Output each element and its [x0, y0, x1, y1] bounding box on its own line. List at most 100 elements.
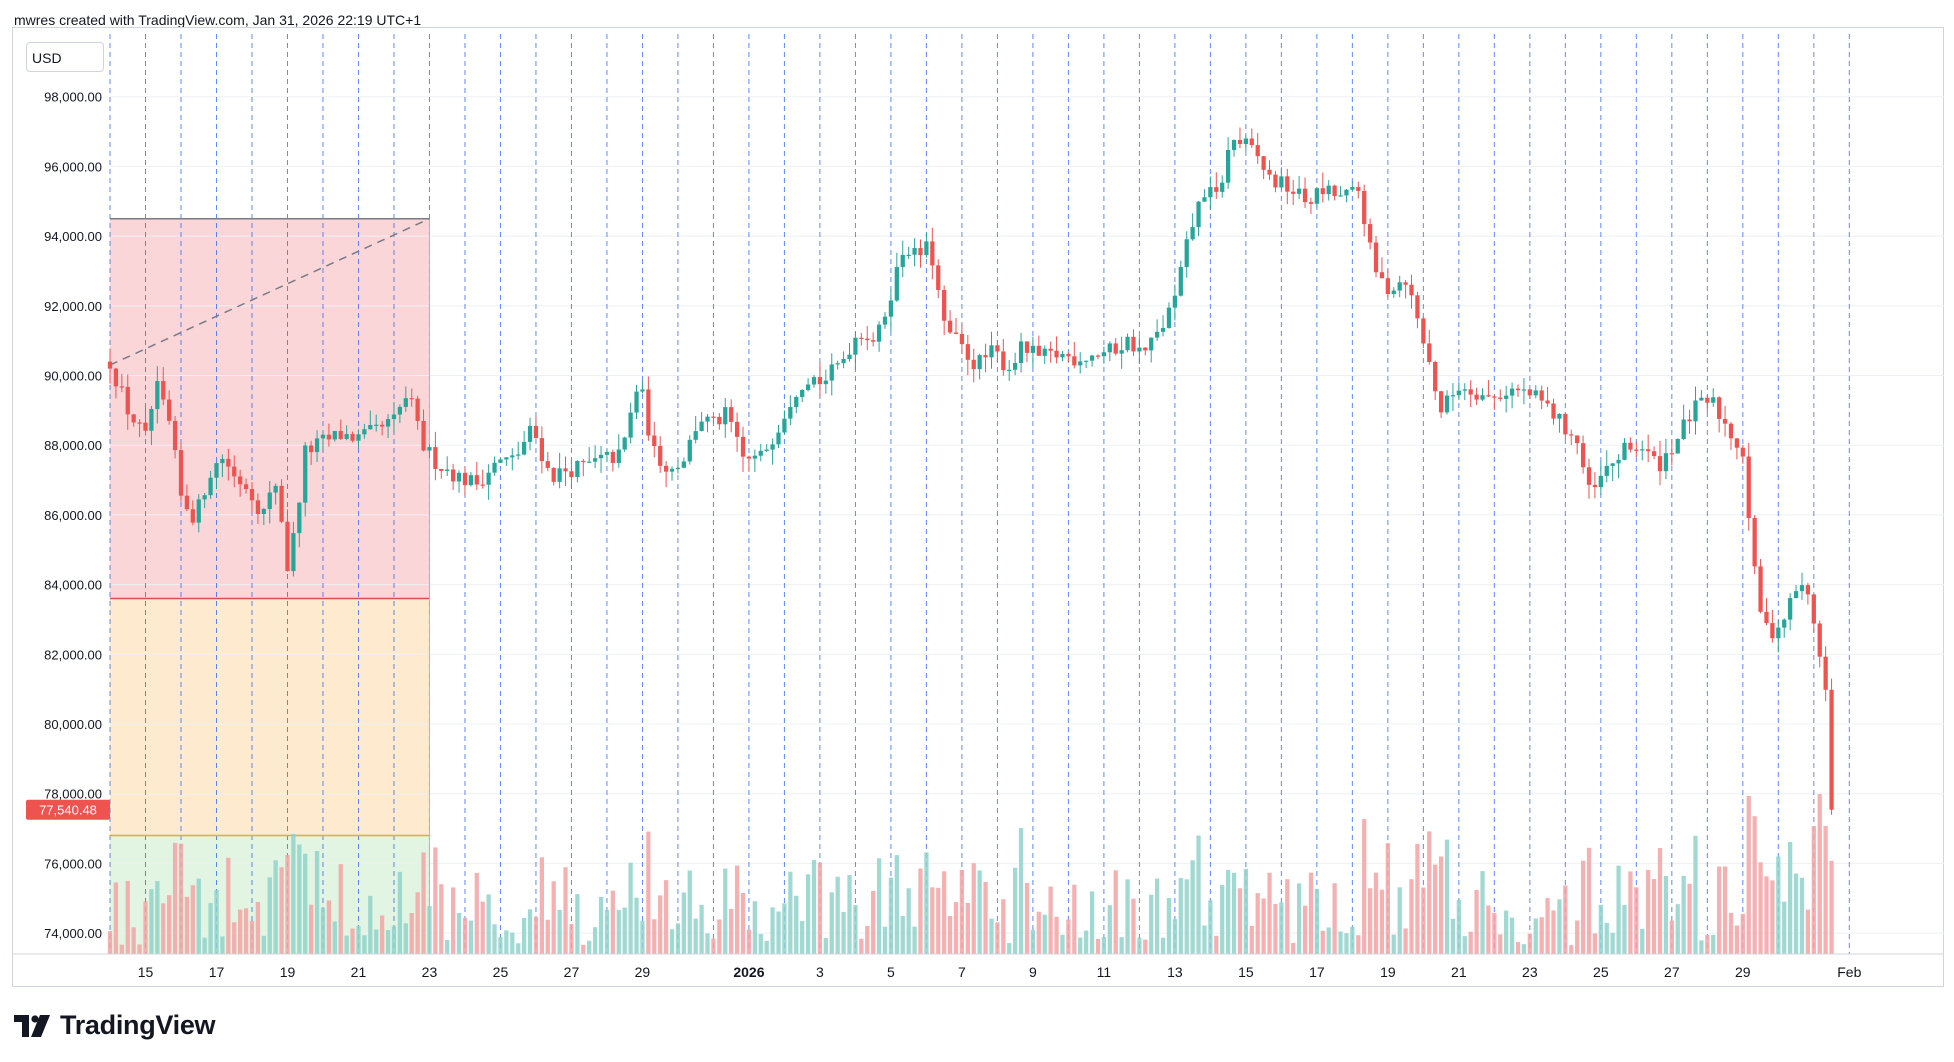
volume-bar [575, 894, 580, 954]
candle-down [1634, 449, 1639, 451]
volume-bar [1545, 898, 1550, 954]
candle-down [1385, 278, 1390, 295]
volume-bar [1362, 819, 1367, 954]
volume-bar [1249, 925, 1254, 954]
volume-bar [1024, 882, 1030, 954]
candle-up [297, 502, 302, 534]
volume-bar [1285, 879, 1290, 954]
candle-down [539, 438, 544, 462]
volume-bar [1504, 910, 1509, 954]
candle-down [1302, 188, 1308, 203]
last-price-label: 77,540.48 [39, 803, 97, 818]
currency-selector[interactable]: USD [26, 42, 104, 72]
candle-up [1160, 327, 1166, 332]
x-tick-label: 19 [280, 964, 296, 980]
candle-down [107, 361, 113, 369]
candle-down [249, 489, 255, 501]
candle-up [557, 468, 562, 482]
volume-bar [1604, 922, 1609, 954]
volume-bar [752, 901, 757, 954]
last-price-tag [26, 799, 110, 820]
volume-bar [1681, 875, 1686, 954]
volume-bar [155, 881, 160, 954]
volume-bar [640, 920, 645, 954]
volume-bar [1699, 940, 1704, 954]
volume-bar [634, 897, 639, 954]
candle-up [705, 416, 710, 422]
candle-down [1320, 188, 1325, 195]
volume-bar [249, 920, 255, 954]
candle-up [794, 396, 799, 408]
volume-bar [1675, 904, 1680, 954]
volume-bar [527, 909, 533, 954]
candle-down [1438, 391, 1444, 413]
candle-down [817, 377, 823, 385]
candle-up [1504, 395, 1509, 399]
volume-bar [693, 918, 698, 954]
candle-down [1036, 345, 1041, 356]
candle-up [1220, 182, 1225, 192]
volume-bar [309, 904, 314, 954]
candle-up [1450, 395, 1456, 397]
volume-bar [1149, 894, 1154, 954]
volume-bar [1160, 937, 1166, 954]
y-tick-label: 84,000.00 [44, 578, 102, 593]
x-tick-label: 25 [493, 964, 509, 980]
candle-up [1296, 188, 1302, 194]
volume-bar [332, 921, 337, 954]
volume-bar [1326, 927, 1331, 954]
candle-up [853, 337, 858, 355]
volume-bar [598, 896, 604, 954]
volume-bar [1237, 888, 1243, 954]
candle-up [208, 477, 213, 496]
volume-bar [1379, 889, 1385, 954]
candle-up [1013, 362, 1018, 370]
volume-bar [1267, 872, 1272, 954]
candle-up [693, 431, 698, 440]
volume-bar [1539, 917, 1544, 954]
candle-up [527, 425, 533, 442]
volume-bar [1610, 932, 1615, 954]
candle-down [1657, 456, 1663, 472]
candle-up [1788, 598, 1793, 620]
volume-bar [1456, 899, 1461, 954]
candle-down [1332, 185, 1337, 197]
candle-up [924, 241, 929, 256]
volume-bar [936, 887, 941, 954]
volume-bar [1196, 835, 1201, 954]
candle-up [900, 254, 905, 268]
candle-down [1214, 187, 1219, 192]
candle-up [273, 485, 278, 493]
candle-up [906, 254, 911, 256]
tradingview-logo[interactable]: TradingView [14, 1010, 216, 1041]
candle-up [1521, 389, 1527, 391]
volume-bar [729, 908, 734, 954]
volume-bar [1113, 870, 1118, 954]
volume-bar [119, 944, 124, 954]
candle-down [533, 425, 539, 439]
candle-down [125, 386, 130, 415]
candle-up [1350, 187, 1355, 190]
y-tick-label: 94,000.00 [44, 229, 102, 244]
x-tick-label: 25 [1593, 964, 1609, 980]
candle-up [1444, 395, 1450, 413]
volume-bar [1143, 939, 1148, 954]
candle-up [1480, 395, 1485, 400]
candle-down [1143, 347, 1148, 351]
candle-down [178, 450, 184, 496]
volume-bar [356, 926, 361, 954]
volume-bar [403, 923, 408, 954]
volume-bar [545, 919, 550, 954]
volume-bar [143, 901, 148, 954]
candle-down [1575, 435, 1580, 444]
volume-bar [238, 909, 243, 954]
price-chart[interactable]: 98,000.00 96,000.00 94,000.00 92,000.00 90,0… [0, 0, 1954, 1000]
volume-bar [1314, 889, 1319, 954]
candle-down [1291, 191, 1296, 194]
candle-down [167, 399, 172, 421]
volume-bar [557, 909, 562, 954]
candle-up [403, 398, 408, 407]
candle-up [1397, 282, 1402, 291]
candle-down [309, 445, 314, 453]
candle-down [1095, 355, 1101, 357]
